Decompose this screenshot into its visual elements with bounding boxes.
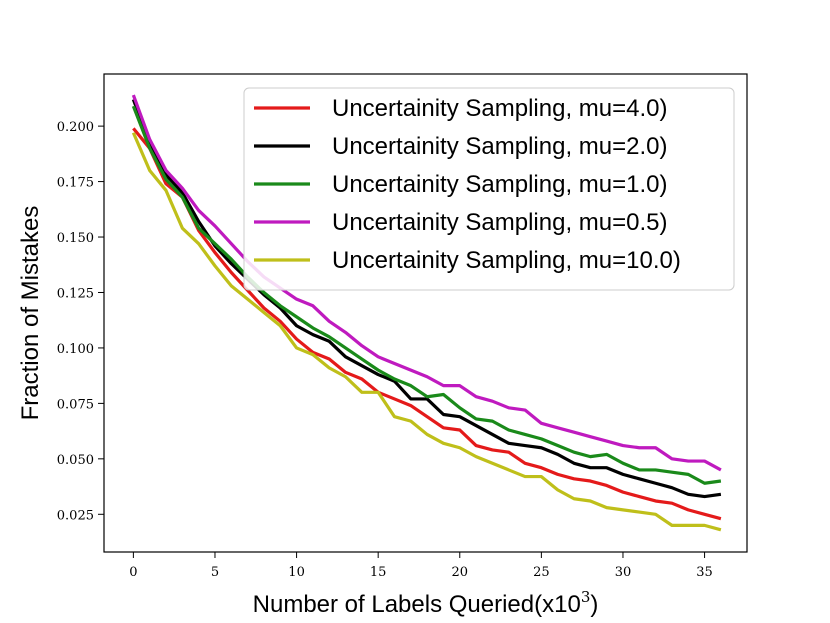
legend-label-2: Uncertainity Sampling, mu=1.0): [332, 171, 667, 198]
y-tick-label: 0.175: [57, 176, 94, 191]
y-tick-label: 0.150: [57, 231, 94, 246]
y-axis-label: Fraction of Mistakes: [17, 206, 44, 421]
x-tick-label: 15: [370, 565, 387, 580]
series-line-3: [131, 94, 722, 472]
x-tick-label: 10: [288, 565, 305, 580]
x-axis-label-text: Number of Labels Queried(x10: [253, 591, 581, 618]
x-tick-label: 30: [615, 565, 632, 580]
legend: Uncertainity Sampling, mu=4.0) Uncertaini…: [243, 87, 735, 291]
y-tick-label: 0.075: [57, 397, 94, 412]
x-tick-label: 0: [129, 565, 137, 580]
x-axis-label: Number of Labels Queried(x103): [253, 588, 599, 618]
y-tick-label: 0.025: [57, 508, 94, 523]
x-tick-label: 20: [451, 565, 468, 580]
y-tick-label: 0.200: [57, 120, 94, 135]
legend-label-3: Uncertainity Sampling, mu=0.5): [332, 209, 667, 236]
series-line-0: [132, 127, 722, 521]
axes-layer: 0 5 10 15 20 25 30 35 0.025 0.050 0.075 0.100 0.125 0…: [57, 73, 748, 580]
legend-box: [243, 87, 735, 291]
x-axis-label-close: ): [590, 591, 598, 618]
y-tick-label: 0.125: [57, 286, 94, 301]
legend-label-0: Uncertainity Sampling, mu=4.0): [332, 95, 667, 122]
x-tick-label: 5: [211, 565, 219, 580]
x-tick-label: 25: [533, 565, 550, 580]
axes-frame: [103, 73, 748, 553]
y-tick-label: 0.100: [57, 342, 94, 357]
series-layer: [131, 94, 722, 532]
series-line-2: [131, 105, 722, 485]
legend-label-4: Uncertainity Sampling, mu=10.0): [332, 247, 681, 274]
y-tick-label: 0.050: [57, 453, 94, 468]
x-axis-label-exponent: 3: [581, 588, 591, 606]
series-line-1: [131, 98, 722, 499]
series-line-4: [131, 132, 722, 532]
legend-label-1: Uncertainity Sampling, mu=2.0): [332, 133, 667, 160]
x-tick-label: 35: [696, 565, 713, 580]
